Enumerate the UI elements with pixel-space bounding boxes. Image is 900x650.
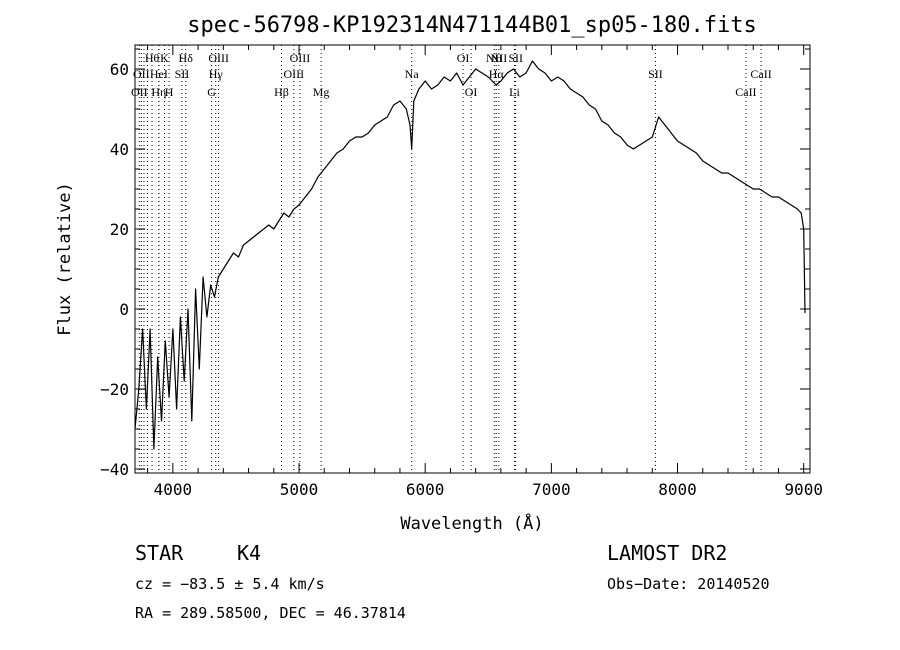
- coordinates-text: RA = 289.58500, DEC = 46.37814: [135, 604, 406, 622]
- y-tick-label: 40: [110, 140, 129, 159]
- spectral-line-label: OI: [465, 85, 478, 99]
- y-tick-label: 0: [119, 300, 129, 319]
- x-tick-label: 9000: [784, 480, 823, 499]
- x-tick-label: 6000: [406, 480, 445, 499]
- survey-name: LAMOST DR2: [607, 541, 728, 565]
- plot-frame: [134, 44, 811, 474]
- y-tick-label: 60: [110, 60, 129, 79]
- spectral-line-label: NII: [491, 51, 508, 65]
- x-tick-label: 5000: [280, 480, 319, 499]
- spectral-line-label: SII: [508, 51, 523, 65]
- spectral-line-label: OII: [133, 67, 150, 81]
- spectral-lines-layer: OII OII Hθ Hη K H HeI SII Hδ G Hγ OIII Hβ OIII OIII Mg N…: [131, 45, 772, 473]
- redshift-text: cz = −83.5 ± 5.4 km/s: [135, 575, 325, 593]
- spectral-line-label: OII: [131, 85, 148, 99]
- y-tick-label: −20: [100, 380, 129, 399]
- spectral-line-label: OIII: [290, 51, 311, 65]
- obs-date-text: Obs−Date: 20140520: [607, 575, 770, 593]
- spectral-line-label: OI: [457, 51, 470, 65]
- spectral-line-label: SII: [648, 67, 663, 81]
- spectral-line-label: Mg: [313, 85, 330, 99]
- spectral-line-label: Hγ: [209, 67, 224, 81]
- y-axis-label: Flux (relative): [55, 182, 75, 336]
- spectral-line-label: Hη: [151, 85, 166, 99]
- spectral-line-label: CaII: [750, 67, 771, 81]
- object-class: STAR: [135, 541, 184, 565]
- object-subclass: K4: [237, 541, 262, 565]
- axes-ticks: 4000 5000 6000 7000 8000 9000 −40 −20 0 20 40 60: [100, 45, 823, 499]
- spectral-line-label: G: [207, 85, 216, 99]
- spectral-line-label: SII: [175, 67, 190, 81]
- data-layer: [135, 60, 806, 450]
- spectral-line-label: OIII: [208, 51, 229, 65]
- spectral-line-label: Na: [405, 67, 420, 81]
- spectral-line-label: HeI: [150, 67, 168, 81]
- x-tick-label: 7000: [532, 480, 571, 499]
- y-tick-label: −40: [100, 460, 129, 479]
- spectral-line-label: CaII: [735, 85, 756, 99]
- y-tick-label: 20: [110, 220, 129, 239]
- spectral-line-label: K: [160, 51, 169, 65]
- spectral-line-label: OIII: [284, 67, 305, 81]
- spectrum-line: [135, 60, 806, 450]
- chart-title: spec-56798-KP192314N471144B01_sp05-180.f…: [187, 13, 757, 38]
- spectral-line-label: Hβ: [274, 85, 289, 99]
- x-tick-label: 8000: [658, 480, 697, 499]
- spectral-line-label: Li: [509, 85, 520, 99]
- spectral-line-label: Hθ: [145, 51, 160, 65]
- spectral-line-label: Hδ: [179, 51, 194, 65]
- spectral-line-label: H: [165, 85, 174, 99]
- x-tick-label: 4000: [154, 480, 193, 499]
- spectral-line-label: Hα: [489, 67, 505, 81]
- x-axis-label: Wavelength (Å): [400, 512, 543, 534]
